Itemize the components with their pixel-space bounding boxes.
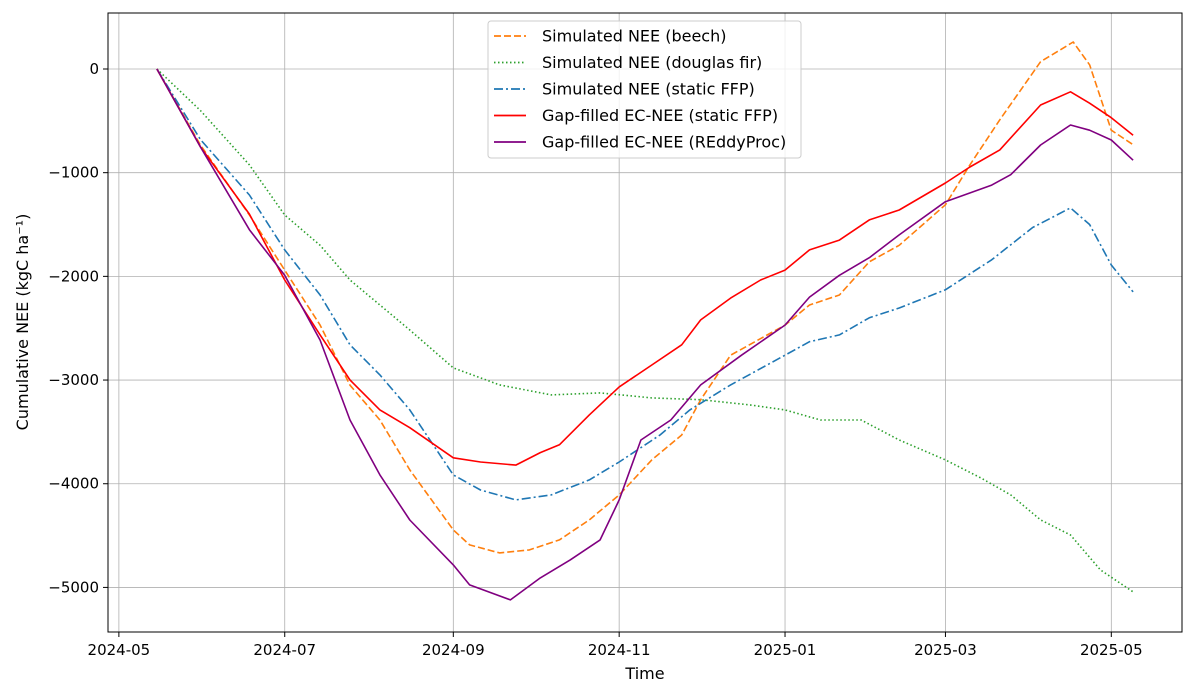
y-tick-label: −4000 — [48, 475, 99, 493]
legend-label: Simulated NEE (douglas fir) — [542, 53, 762, 72]
legend-label: Simulated NEE (beech) — [542, 27, 726, 46]
x-tick-label: 2025-03 — [914, 641, 977, 659]
legend-box — [487, 20, 802, 159]
y-tick-label: 0 — [89, 60, 99, 78]
series-line-4 — [156, 68, 1134, 601]
y-axis: 0 −1000 −2000 −3000 −4000 −5000 — [48, 60, 108, 596]
series-line-3 — [156, 68, 1134, 466]
series-line-2 — [156, 68, 1134, 501]
legend-label: Gap-filled EC-NEE (REddyProc) — [542, 133, 786, 152]
legend-label: Simulated NEE (static FFP) — [542, 80, 755, 99]
y-axis-label: Cumulative NEE (kgC ha⁻¹) — [13, 214, 32, 431]
y-tick-label: −2000 — [48, 267, 99, 285]
series-lines — [156, 41, 1134, 601]
series-line-0 — [156, 41, 1134, 554]
legend-label: Gap-filled EC-NEE (static FFP) — [542, 106, 778, 125]
x-axis-label: Time — [624, 664, 664, 683]
x-tick-label: 2024-09 — [422, 641, 485, 659]
x-tick-label: 2025-01 — [754, 641, 817, 659]
plot-frame — [107, 12, 1183, 633]
y-tick-label: −5000 — [48, 578, 99, 596]
x-tick-label: 2024-05 — [88, 641, 151, 659]
grid — [108, 13, 1182, 632]
x-tick-label: 2024-07 — [253, 641, 316, 659]
y-tick-label: −1000 — [48, 164, 99, 182]
series-line-1 — [156, 68, 1134, 593]
x-axis: 2024-05 2024-07 2024-09 2024-11 2025-01 2025-… — [88, 632, 1143, 659]
x-tick-label: 2024-11 — [588, 641, 651, 659]
legend: Simulated NEE (beech) Simulated NEE (doug… — [487, 20, 802, 159]
y-tick-label: −3000 — [48, 371, 99, 389]
x-tick-label: 2025-05 — [1080, 641, 1143, 659]
